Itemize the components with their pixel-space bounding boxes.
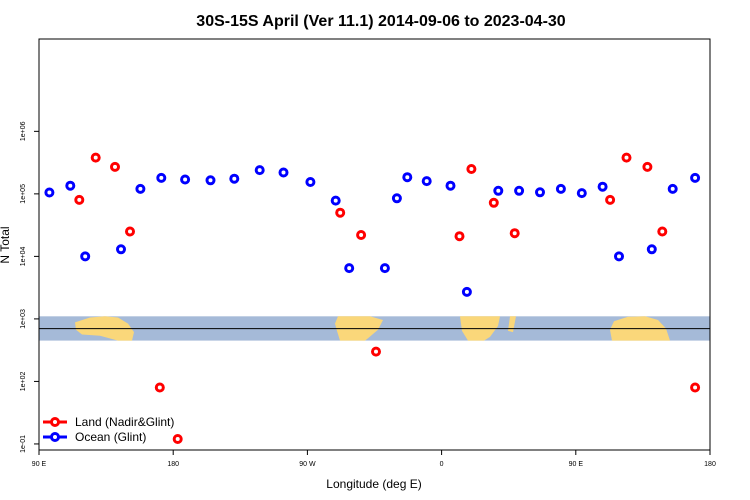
ocean-point (576, 188, 587, 199)
land-point (74, 194, 85, 205)
land-point (690, 382, 701, 393)
ocean-point (135, 183, 146, 194)
ocean-point (44, 187, 55, 198)
land-point (509, 228, 520, 239)
ocean-point (535, 187, 545, 198)
ocean-point (65, 180, 76, 191)
ocean-point (278, 167, 289, 178)
points-layer (44, 152, 701, 444)
land-point (335, 207, 346, 218)
ocean-point (514, 185, 525, 196)
legend-ocean-marker (50, 432, 60, 442)
y-axis-title: N Total (0, 226, 12, 263)
ocean-point (80, 251, 91, 262)
y-tick-label: 1e+03 (20, 309, 27, 329)
x-tick-label: 90 W (299, 461, 316, 468)
y-tick-label: 1e-01 (20, 435, 27, 453)
land-point (356, 230, 367, 240)
plot-frame (38, 38, 711, 451)
ocean-point (205, 175, 216, 186)
land-point (125, 226, 135, 237)
ocean-point (614, 251, 624, 262)
land-point (371, 346, 381, 357)
ocean-point (180, 174, 191, 185)
y-axis: 1e-01 1e+02 1e+03 1e+04 1e+05 1e+06 (20, 121, 39, 453)
ocean-point (156, 172, 167, 183)
ocean-point (667, 183, 678, 194)
ocean-point (421, 176, 432, 187)
ocean-point (402, 172, 413, 183)
ocean-point (493, 185, 504, 196)
y-tick-label: 1e+06 (20, 121, 27, 141)
x-tick-label: 0 (440, 461, 444, 468)
x-tick-label: 180 (704, 461, 716, 468)
ocean-point (330, 195, 341, 206)
legend-land-marker (50, 417, 60, 427)
land-point (454, 231, 465, 242)
ocean-point (646, 244, 657, 255)
land-point (90, 152, 101, 163)
y-tick-label: 1e+04 (20, 246, 27, 266)
ocean-point (690, 172, 701, 183)
land-point (605, 194, 616, 205)
ocean-point (461, 286, 472, 297)
y-tick-label: 1e+02 (20, 371, 27, 391)
legend-ocean-label: Ocean (Glint) (75, 430, 146, 444)
land-point (466, 164, 477, 174)
x-tick-label: 180 (167, 461, 179, 468)
ocean-point (116, 244, 126, 255)
ocean-point (555, 183, 566, 194)
x-tick-label: 90 E (32, 461, 47, 468)
ocean-point (597, 181, 608, 192)
chart-title: 30S-15S April (Ver 11.1) 2014-09-06 to 2… (196, 13, 566, 30)
ocean-point (379, 263, 390, 274)
ocean-point (344, 263, 355, 274)
land-point (110, 161, 120, 172)
ocean-point (305, 177, 316, 187)
land-point (488, 197, 499, 208)
land-point (642, 161, 653, 172)
ocean-point (391, 193, 402, 204)
land-point (172, 434, 183, 444)
x-tick-label: 90 E (569, 461, 584, 468)
land-point (154, 382, 165, 393)
x-axis: 90 E 180 90 W 0 90 E 180 (32, 450, 716, 468)
legend-land-label: Land (Nadir&Glint) (75, 415, 174, 429)
legend: Land (Nadir&Glint) Ocean (Glint) (43, 415, 174, 444)
y-tick-label: 1e+05 (20, 184, 27, 204)
land-point (621, 152, 632, 163)
ocean-point (229, 173, 240, 184)
ocean-point (445, 180, 456, 191)
land-point (657, 226, 668, 237)
x-axis-title: Longitude (deg E) (326, 477, 421, 491)
ocean-point (254, 165, 265, 176)
